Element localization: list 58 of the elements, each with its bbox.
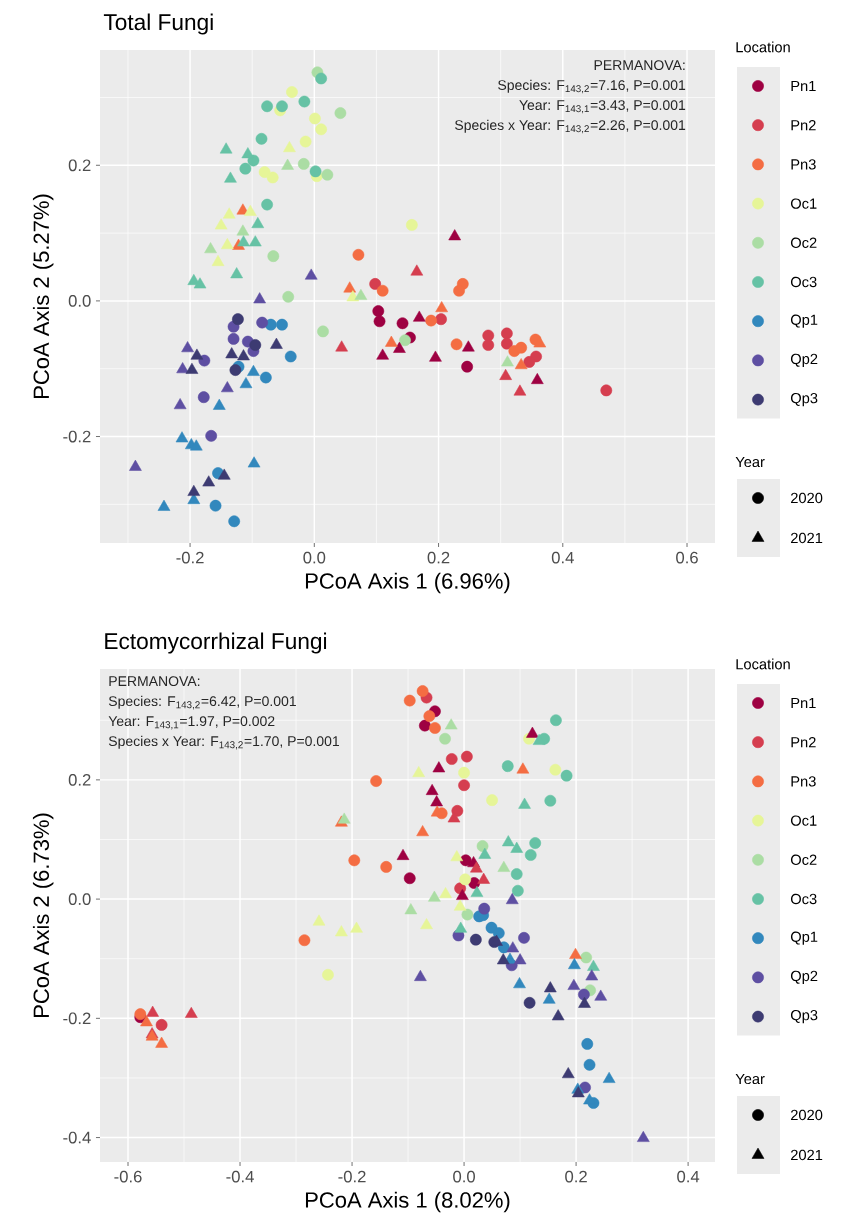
legend-label: 2020 [791,492,823,504]
legend-label: 2021 [791,532,823,544]
annotation: Species: F$_{143,2}$=6.42, P=0.001 [108,695,296,710]
legend-label: 2020 [791,1109,823,1121]
y-tick-label: 0.2 [68,159,91,172]
legend-label: Qp3 [790,1009,818,1024]
text: Location [736,658,790,670]
legend-label: Pn1 [791,80,816,92]
legend-label: Oc3 [790,276,817,288]
y-tick-label: 0.0 [68,893,91,905]
annotation: Species: F$_{143,2}$=7.16, P=0.001 [498,79,686,94]
legend-label: Qp3 [790,392,818,407]
annotation: Year: F$_{143,1}$=3.43, P=0.001 [519,100,686,114]
x-tick-label: 0.0 [453,1170,475,1183]
legend-label: Pn1 [791,697,816,709]
legend-label: Qp1 [790,931,818,945]
x-tick-label: 0.6 [676,551,698,564]
text: Year [735,456,765,468]
y-axis-title: PCoA Axis 2 (6.73%) [32,813,54,1018]
annotation: Species x Year: F$_{143,2}$=2.26, P=0.001 [455,119,686,134]
legend-label: Oc2 [790,854,817,865]
text: Location [736,41,790,53]
x-tick-label: 0.0 [303,551,326,564]
x-axis-title: PCoA Axis 1 (6.96%) [305,572,510,594]
annotation: Species x Year: F$_{143,2}$=1.70, P=0.001 [108,735,339,750]
x-tick-label: -0.4 [226,1170,254,1183]
legend-label: Oc2 [790,237,817,248]
y-tick-label: -0.2 [63,1012,91,1025]
legend-label: Oc1 [790,815,817,826]
legend-label: Qp1 [790,314,818,328]
legend-label: 2021 [791,1149,823,1161]
annotation: Year: F$_{143,1}$=1.97, P=0.002 [108,716,275,730]
x-tick-label: -0.2 [176,551,204,564]
legend-label: Pn3 [791,159,816,170]
y-tick-label: -0.4 [63,1131,91,1144]
legend-label: Oc3 [790,893,817,905]
x-tick-label: -0.6 [114,1170,142,1183]
chart-title: Ectomycorrhizal Fungi [105,632,327,654]
annotation: PERMANOVA: [109,676,200,687]
legend-label: Qp2 [790,353,818,368]
text: Year [735,1073,765,1085]
annotation: PERMANOVA: [594,60,685,71]
legend-label: Pn3 [791,776,816,787]
y-tick-label: 0.0 [68,295,91,307]
x-tick-label: -0.2 [338,1170,366,1183]
legend-label: Qp2 [790,970,818,985]
y-tick-label: -0.2 [63,430,91,443]
x-tick-label: 0.2 [565,1170,587,1183]
x-tick-label: 0.4 [677,1170,700,1183]
legend-label: Pn2 [791,737,816,748]
x-tick-label: 0.2 [427,551,450,564]
x-axis-title: PCoA Axis 1 (8.02%) [305,1191,510,1213]
legend-label: Pn2 [791,120,816,131]
legend-label: Oc1 [790,198,817,209]
y-tick-label: 0.2 [68,773,91,786]
y-axis-title: PCoA Axis 2 (5.27%) [32,194,54,399]
chart-title: Total Fungi [103,13,213,35]
x-tick-label: 0.4 [551,551,574,564]
